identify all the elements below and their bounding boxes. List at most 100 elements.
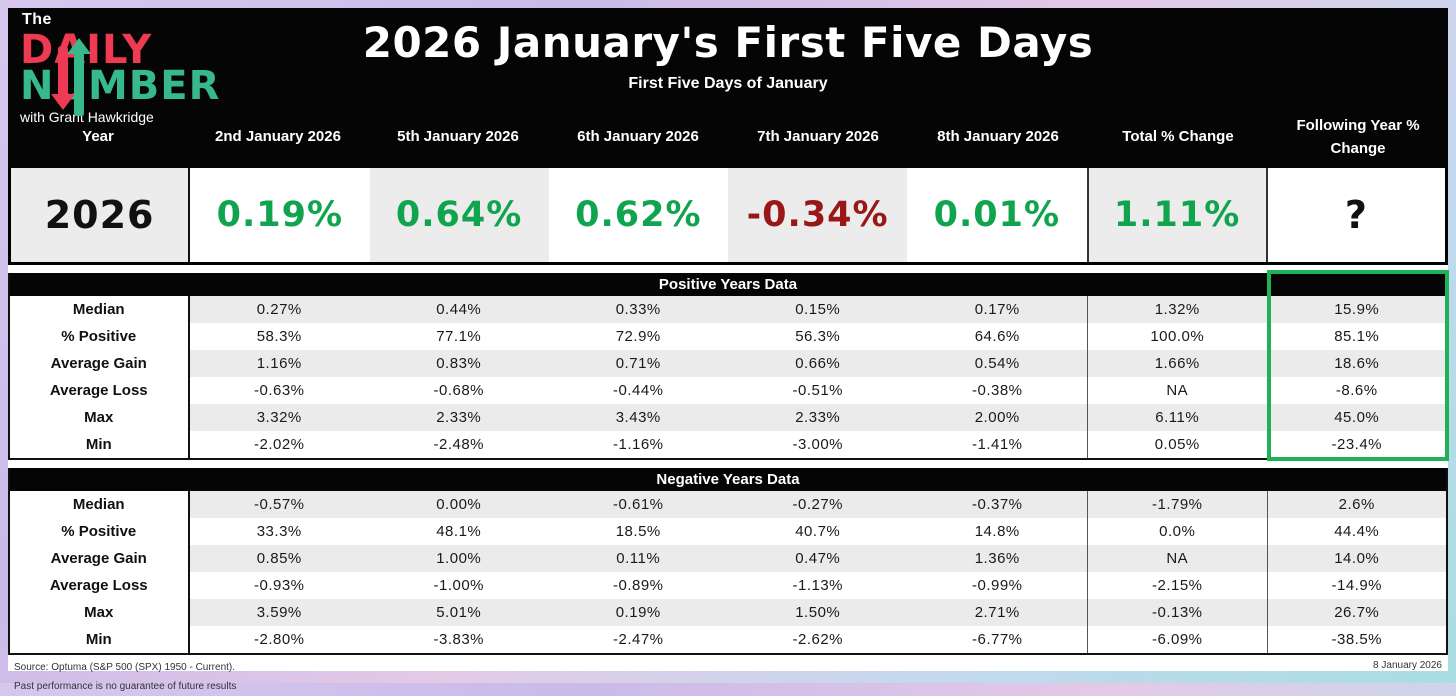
table-cell: -0.68% <box>433 382 485 399</box>
table-cell: 1.16% <box>189 350 369 377</box>
table-cell: -23.4% <box>1266 431 1447 458</box>
table-cell: 0.15% <box>728 296 908 323</box>
table-row: Average Gain 0.85% 1.00% 0.11% 0.47% 1.36% NA 1… <box>10 545 1446 572</box>
table-cell: -0.44% <box>612 382 664 399</box>
table-cell: 85.1% <box>1266 323 1447 350</box>
table-cell: -14.9% <box>1266 572 1447 599</box>
table-cell: -1.16% <box>612 436 664 453</box>
section-rows: Median 0.27% 0.44% 0.33% 0.15% 0.17% 1.32% 15.9… <box>10 296 1446 458</box>
table-cell: 33.3% <box>256 523 302 540</box>
table-cell: 0.19% <box>548 599 728 626</box>
table-cell: -1.79% <box>1087 491 1267 518</box>
title-block: 2026 January's First Five Days First Fiv… <box>8 8 1448 93</box>
row-label: Median <box>10 296 190 323</box>
table-row: Max 3.59% 5.01% 0.19% 1.50% 2.71% -0.13% 26.7% <box>10 599 1446 626</box>
table-cell: -2.02% <box>253 436 305 453</box>
section-rows: Median -0.57% 0.00% -0.61% -0.27% -0.37% -1.79… <box>10 491 1446 653</box>
table-cell: 58.3% <box>256 328 302 345</box>
table-cell: 2.33% <box>369 404 549 431</box>
table-cell: 2.71% <box>907 599 1087 626</box>
table-cell: -2.80% <box>253 631 305 648</box>
page-title: 2026 January's First Five Days <box>362 18 1094 67</box>
table-cell: 0.0% <box>1087 518 1267 545</box>
table-row: Median -0.57% 0.00% -0.61% -0.27% -0.37% -1.79… <box>10 491 1446 518</box>
table-cell: -0.63% <box>253 382 305 399</box>
table-cell: NA <box>1087 377 1267 404</box>
current-year-value: 0.19% <box>190 168 370 262</box>
table-cell: -6.77% <box>971 631 1023 648</box>
column-header: 2nd January 2026 <box>215 128 341 146</box>
header-banner: The DAILY NUMBER with Grant Hawkridge 20… <box>8 8 1448 168</box>
current-year-value: 0.62% <box>548 168 728 262</box>
table-cell: -1.13% <box>792 577 844 594</box>
table-row: % Positive 58.3% 77.1% 72.9% 56.3% 64.6% 100.0… <box>10 323 1446 350</box>
table-row: Average Loss -0.63% -0.68% -0.44% -0.51% -0.3… <box>10 377 1446 404</box>
table-cell: 2.33% <box>728 404 908 431</box>
current-year-value: ? <box>1265 168 1445 262</box>
page-subtitle: First Five Days of January <box>628 75 828 92</box>
current-year-value: 0.01% <box>907 168 1087 262</box>
table-cell: -0.99% <box>971 577 1023 594</box>
table-cell: 1.66% <box>1087 350 1267 377</box>
table-cell: 56.3% <box>795 328 841 345</box>
table-cell: 77.1% <box>436 328 482 345</box>
table-cell: -6.09% <box>1087 626 1267 653</box>
column-header: 8th January 2026 <box>937 128 1059 146</box>
row-label: Average Gain <box>10 350 190 377</box>
years-data-section: Positive Years Data Median 0.27% 0.44% 0.33… <box>8 270 1449 461</box>
table-cell: -2.62% <box>792 631 844 648</box>
table-cell: 18.5% <box>615 523 661 540</box>
table-cell: 1.00% <box>369 545 549 572</box>
source-note: Source: Optuma (S&P 500 (SPX) 1950 - Cur… <box>14 658 236 696</box>
footer: Source: Optuma (S&P 500 (SPX) 1950 - Cur… <box>8 655 1448 696</box>
table-cell: 6.11% <box>1087 404 1267 431</box>
table-cell: 100.0% <box>1087 323 1267 350</box>
table-cell: -0.89% <box>612 577 664 594</box>
logo-word-number: NUMBER <box>20 63 221 109</box>
table-cell: -0.37% <box>907 491 1087 518</box>
table-row: Median 0.27% 0.44% 0.33% 0.15% 0.17% 1.32% 15.9… <box>10 296 1446 323</box>
years-data-section: Negative Years Data Median -0.57% 0.00% -0.… <box>8 468 1448 655</box>
table-cell: 3.59% <box>189 599 369 626</box>
table-cell: NA <box>1087 545 1267 572</box>
row-label: Min <box>10 431 190 458</box>
table-cell: 0.17% <box>907 296 1087 323</box>
table-cell: 0.83% <box>369 350 549 377</box>
table-cell: 72.9% <box>615 328 661 345</box>
section-title: Positive Years Data <box>10 273 1446 296</box>
data-sections: Positive Years Data Median 0.27% 0.44% 0.33… <box>8 270 1449 655</box>
table-cell: -0.93% <box>253 577 305 594</box>
table-cell: 0.27% <box>189 296 369 323</box>
table-cell: 0.00% <box>369 491 549 518</box>
row-label: Median <box>10 491 190 518</box>
table-cell: 0.66% <box>728 350 908 377</box>
table-cell: -0.13% <box>1087 599 1267 626</box>
current-year-label: 2026 <box>11 168 191 262</box>
table-cell: 0.05% <box>1087 431 1267 458</box>
table-cell: -0.38% <box>971 382 1023 399</box>
table-cell: -2.47% <box>612 631 664 648</box>
section-gap <box>8 265 1448 273</box>
table-cell: -3.83% <box>433 631 485 648</box>
current-year-row: 2026 0.19% 0.64% 0.62% -0.34% 0.01% 1.11%? <box>8 168 1448 265</box>
table-cell: 44.4% <box>1266 518 1447 545</box>
table-cell: 15.9% <box>1266 296 1446 323</box>
table-cell: 5.01% <box>369 599 549 626</box>
table-cell: 40.7% <box>795 523 841 540</box>
table-cell: 1.36% <box>907 545 1087 572</box>
section-title: Negative Years Data <box>10 468 1446 491</box>
row-label: Max <box>10 599 190 626</box>
column-header: 7th January 2026 <box>757 128 879 146</box>
column-header-row: Year 2nd January 2026 5th January 2026 6th … <box>8 115 1448 160</box>
row-label: Average Loss <box>10 572 190 599</box>
current-year-value: -0.34% <box>728 168 908 262</box>
table-cell: 0.11% <box>548 545 728 572</box>
table-cell: -3.00% <box>792 436 844 453</box>
table-cell: -38.5% <box>1266 626 1447 653</box>
table-row: Min -2.02% -2.48% -1.16% -3.00% -1.41% 0.05% -2… <box>10 431 1446 458</box>
column-header: Total % Change <box>1122 128 1234 146</box>
section-gap <box>8 460 1448 468</box>
table-cell: -1.00% <box>433 577 485 594</box>
column-header: Following Year % Change <box>1296 117 1420 157</box>
row-label: % Positive <box>10 518 190 545</box>
